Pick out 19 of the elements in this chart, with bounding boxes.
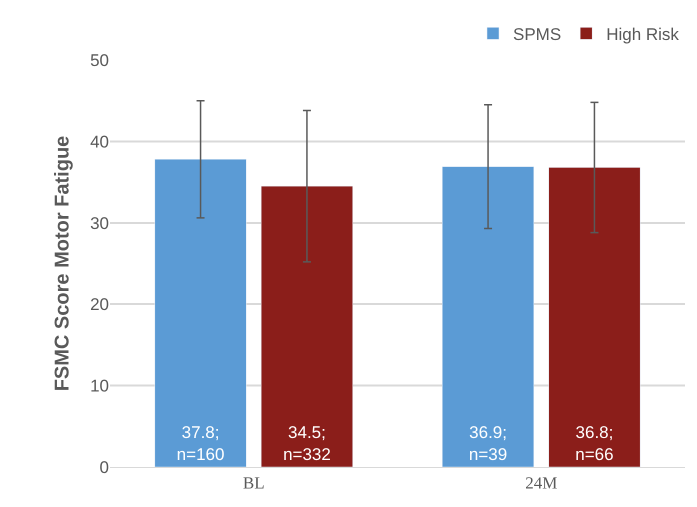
y-tick-label: 50 (90, 50, 109, 70)
x-tick-label: BL (242, 473, 265, 492)
bar (442, 166, 534, 467)
bar (260, 186, 353, 467)
data-label: 34.5; n=332 (283, 422, 331, 464)
y-tick-label: 30 (90, 214, 109, 233)
y-axis-title: FSMC Score Motor Fatigue (52, 136, 74, 392)
legend-label: SPMS (513, 25, 562, 44)
y-tick-label: 0 (100, 458, 109, 477)
bar (548, 167, 640, 467)
data-label: 37.8; n=160 (176, 422, 224, 464)
data-label: 36.9; n=39 (468, 422, 508, 464)
data-label: 36.8; n=66 (575, 422, 614, 464)
legend-label: High Risk (606, 25, 680, 44)
y-tick-label: 40 (90, 132, 109, 152)
y-tick-label: 10 (90, 376, 109, 396)
y-tick-label: 20 (90, 295, 109, 314)
bar (154, 159, 247, 467)
x-tick-label: 24M (525, 473, 558, 492)
